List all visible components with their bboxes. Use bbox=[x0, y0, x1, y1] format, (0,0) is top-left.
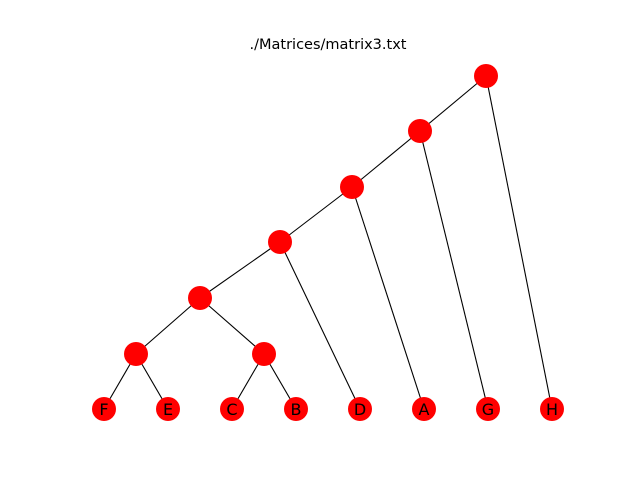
leaf-node-label: H bbox=[546, 400, 558, 419]
edge-n5-A bbox=[351, 186, 425, 410]
leaf-node-label: B bbox=[291, 400, 302, 419]
edge-n4-n3 bbox=[199, 241, 281, 299]
internal-node-n4 bbox=[268, 230, 292, 254]
leaf-node-D: D bbox=[348, 397, 372, 421]
internal-node-n7 bbox=[474, 64, 498, 88]
leaf-node-label: E bbox=[163, 400, 173, 419]
edge-n4-D bbox=[279, 241, 361, 410]
edge-layer bbox=[103, 75, 553, 410]
internal-node-n5 bbox=[340, 175, 364, 199]
leaf-node-B: B bbox=[284, 397, 308, 421]
leaf-node-label: G bbox=[482, 400, 494, 419]
leaf-node-label: D bbox=[354, 400, 366, 419]
internal-node-n1 bbox=[124, 342, 148, 366]
leaf-node-label: F bbox=[99, 400, 108, 419]
leaf-node-circle bbox=[476, 397, 500, 421]
edge-n6-G bbox=[419, 130, 489, 410]
leaf-node-circle bbox=[540, 397, 564, 421]
leaf-node-E: E bbox=[156, 397, 180, 421]
leaf-node-circle bbox=[348, 397, 372, 421]
edge-n5-n4 bbox=[279, 186, 353, 243]
leaf-node-label: C bbox=[226, 400, 237, 419]
edge-n3-n2 bbox=[199, 297, 265, 355]
internal-node-n6 bbox=[408, 119, 432, 143]
leaf-node-circle bbox=[156, 397, 180, 421]
edge-n7-n6 bbox=[419, 75, 487, 132]
internal-node-n3 bbox=[188, 286, 212, 310]
leaf-node-G: G bbox=[476, 397, 500, 421]
edge-n3-n1 bbox=[135, 297, 201, 355]
leaf-node-H: H bbox=[540, 397, 564, 421]
leaf-node-circle bbox=[412, 397, 436, 421]
leaf-node-A: A bbox=[412, 397, 436, 421]
internal-node-n2 bbox=[252, 342, 276, 366]
edge-n7-H bbox=[485, 75, 553, 410]
leaf-node-label: A bbox=[419, 400, 430, 419]
leaf-node-circle bbox=[220, 397, 244, 421]
edge-n6-n5 bbox=[351, 130, 421, 188]
leaf-node-circle bbox=[284, 397, 308, 421]
leaf-node-circle bbox=[92, 397, 116, 421]
diagram-title: ./Matrices/matrix3.txt bbox=[250, 37, 407, 53]
leaf-node-C: C bbox=[220, 397, 244, 421]
leaf-node-F: F bbox=[92, 397, 116, 421]
